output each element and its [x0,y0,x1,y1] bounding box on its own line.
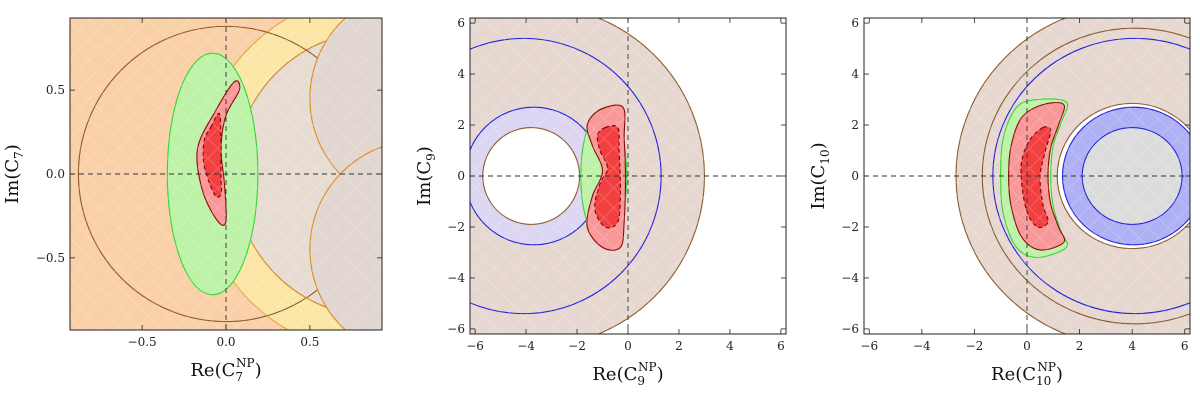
x-tick-label: −6 [466,339,484,353]
x-tick-label: 2 [675,339,683,353]
y-axis-label: Im(C10) [808,142,832,209]
y-tick-label: 4 [457,67,465,81]
x-axis-label: Re(C9NP) [592,360,663,388]
y-tick-label: 6 [851,16,859,30]
y-tick-label: 0.5 [46,83,65,97]
y-tick-label: 4 [851,67,859,81]
y-tick-label: −4 [841,271,859,285]
y-tick-label: −4 [447,271,465,285]
x-axis-label: Re(C10NP) [991,360,1063,388]
x-tick-label: 2 [1076,339,1084,353]
y-tick-label: 0 [457,169,465,183]
y-axis-label: Im(C9) [414,146,438,206]
x-tick-label: 4 [1128,339,1136,353]
y-tick-label: 2 [457,118,465,132]
panel-c9: −6 −4 −2 0 2 4 6 −6 −4 −2 0 2 4 6 Re(C9NP) Im(C9) [414,16,787,388]
y-tick-label: 0.0 [46,167,65,181]
x-tick-label: −2 [568,339,586,353]
y-tick-label: −2 [447,220,465,234]
x-tick-label: 0.5 [300,335,319,349]
x-tick-label: −4 [517,339,535,353]
panel-c7: −0.5 0.0 0.5 −0.5 0.0 0.5 Re(C7NP) Im(C7) [2,17,383,384]
x-tick-label: −0.5 [128,335,157,349]
x-tick-label: 6 [1181,339,1189,353]
x-tick-label: 4 [726,339,734,353]
x-tick-label: −2 [966,339,984,353]
x-tick-label: 0 [624,339,632,353]
y-tick-label: 2 [851,118,859,132]
contour-regions [864,18,1190,334]
x-tick-label: 6 [777,339,785,353]
x-tick-label: 0.0 [216,335,235,349]
x-axis-label: Re(C7NP) [190,356,261,384]
y-tick-label: 0 [851,169,859,183]
y-tick-label: −6 [841,322,859,336]
y-axis-label: Im(C7) [2,144,26,204]
y-tick-label: −0.5 [36,251,65,265]
x-tick-label: 0 [1023,339,1031,353]
y-tick-label: −2 [841,220,859,234]
y-tick-label: 6 [457,16,465,30]
y-tick-label: −6 [447,322,465,336]
panel-c10: −6 −4 −2 0 2 4 6 −6 −4 −2 0 2 4 6 Re(C10NP) Im(C10) [808,16,1191,388]
x-tick-label: −4 [913,339,931,353]
x-tick-label: −6 [860,339,878,353]
